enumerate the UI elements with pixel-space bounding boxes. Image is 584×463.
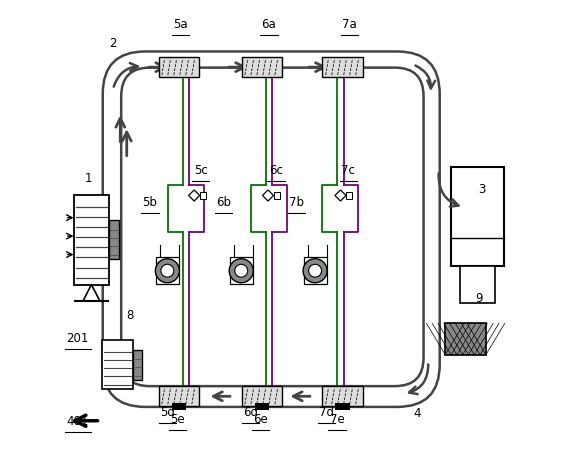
Text: 201: 201	[67, 332, 89, 345]
Bar	[461, 266, 495, 303]
Text: 7c: 7c	[342, 164, 355, 177]
Bar	[242, 57, 282, 77]
Text: 7a: 7a	[342, 18, 357, 31]
Text: 7b: 7b	[289, 196, 304, 209]
Bar	[322, 386, 363, 406]
Bar	[445, 323, 486, 355]
Text: 7d: 7d	[319, 406, 334, 419]
Circle shape	[235, 264, 248, 277]
Bar	[133, 350, 142, 380]
Text: 4: 4	[414, 407, 421, 420]
Bar	[200, 192, 206, 199]
Bar	[346, 192, 352, 199]
Bar	[451, 167, 505, 266]
Bar	[172, 403, 186, 410]
Bar	[102, 339, 133, 389]
Bar	[242, 386, 282, 406]
Text: 8: 8	[127, 309, 134, 322]
Bar	[255, 403, 269, 410]
Text: 1: 1	[85, 172, 93, 185]
Text: 6c: 6c	[269, 164, 283, 177]
Bar	[74, 194, 109, 285]
Circle shape	[155, 259, 179, 283]
Text: 6d: 6d	[243, 406, 258, 419]
Polygon shape	[262, 190, 273, 201]
Text: 5a: 5a	[173, 18, 187, 31]
Bar	[273, 192, 280, 199]
Circle shape	[161, 264, 174, 277]
Text: 5c: 5c	[194, 164, 207, 177]
Text: 5d: 5d	[160, 406, 175, 419]
Text: 5b: 5b	[142, 196, 157, 209]
Text: 6b: 6b	[216, 196, 231, 209]
Bar	[109, 220, 119, 259]
Text: 6e: 6e	[253, 413, 268, 426]
Text: 7e: 7e	[330, 413, 345, 426]
Bar	[159, 386, 199, 406]
Circle shape	[308, 264, 322, 277]
Text: 6a: 6a	[262, 18, 276, 31]
Bar	[230, 257, 253, 284]
Bar	[322, 57, 363, 77]
Polygon shape	[189, 190, 200, 201]
Text: 401: 401	[67, 415, 89, 428]
Bar	[156, 257, 179, 284]
Bar	[159, 57, 199, 77]
Text: 5e: 5e	[170, 413, 185, 426]
Polygon shape	[335, 190, 346, 201]
Bar	[335, 403, 350, 410]
Circle shape	[230, 259, 253, 283]
Text: 2: 2	[109, 37, 117, 50]
Bar	[304, 257, 326, 284]
Text: 9: 9	[475, 292, 483, 305]
Text: 3: 3	[478, 183, 486, 196]
Circle shape	[303, 259, 327, 283]
